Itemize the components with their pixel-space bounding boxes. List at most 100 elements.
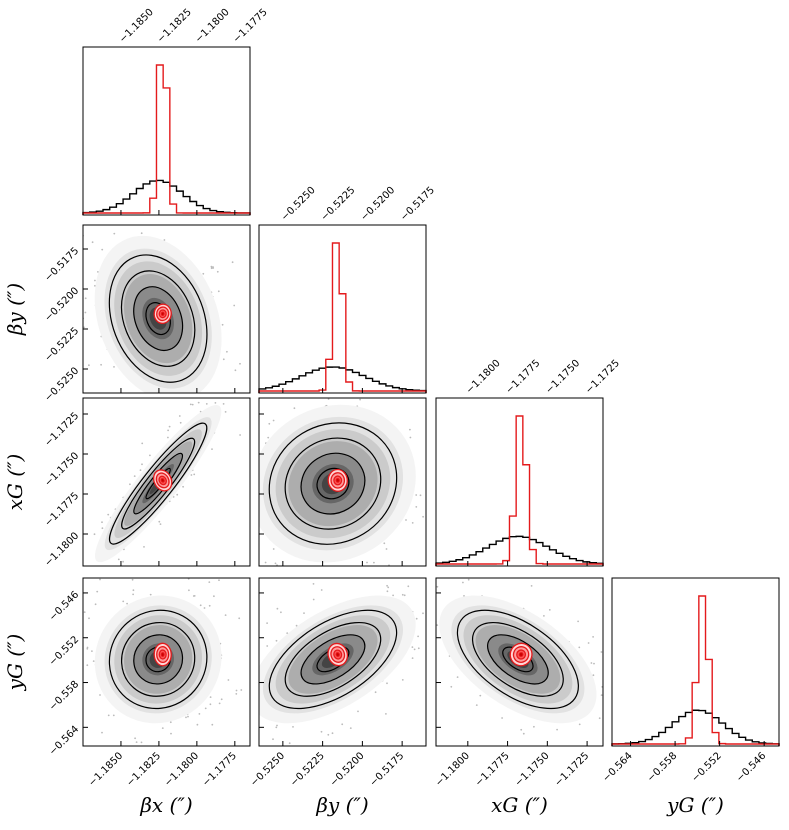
- scatter-point: [86, 664, 89, 667]
- scatter-point: [83, 326, 85, 329]
- scatter-point: [218, 715, 220, 717]
- scatter-point: [239, 362, 241, 365]
- scatter-point: [598, 717, 601, 720]
- scatter-point: [135, 741, 138, 743]
- scatter-point: [167, 429, 170, 432]
- scatter-point: [251, 566, 253, 568]
- histogram-red-by: [258, 242, 427, 393]
- scatter-point: [120, 413, 122, 415]
- x-tick-label: −1.1800: [464, 358, 502, 396]
- histogram-red-bx: [82, 64, 251, 215]
- scatter-point: [647, 725, 649, 727]
- scatter-point: [88, 617, 90, 620]
- scatter-point: [617, 677, 619, 679]
- scatter-point: [133, 475, 136, 477]
- scatter-point: [429, 650, 431, 652]
- scatter-point: [445, 454, 447, 456]
- scatter-point: [213, 595, 215, 598]
- scatter-point: [590, 662, 593, 664]
- scatter-point: [94, 279, 96, 282]
- scatter-point: [386, 590, 389, 593]
- scatter-point: [235, 693, 238, 695]
- scatter-point: [97, 271, 99, 273]
- scatter-point: [139, 469, 142, 471]
- scatter-point: [257, 443, 259, 445]
- scatter-point: [101, 527, 104, 530]
- panel-bx-by: [30, 219, 259, 445]
- scatter-point: [263, 575, 265, 577]
- scatter-point: [409, 436, 412, 439]
- scatter-point: [349, 569, 351, 571]
- scatter-point: [288, 742, 291, 745]
- panel-frame: [82, 577, 251, 747]
- scatter-point: [214, 711, 216, 713]
- scatter-point: [604, 672, 606, 674]
- scatter-point: [193, 485, 195, 487]
- scatter-point: [144, 219, 146, 221]
- y-tick-label: −0.5200: [43, 285, 81, 323]
- scatter-point: [167, 436, 169, 439]
- scatter-point: [587, 642, 590, 644]
- y-tick-label: −1.1800: [43, 530, 81, 568]
- scatter-point: [427, 661, 429, 663]
- scatter-point: [101, 248, 104, 251]
- scatter-point: [101, 731, 103, 734]
- panel-content: [30, 219, 259, 445]
- contour-black: [284, 437, 382, 530]
- x-tick-label: −1.1775: [504, 358, 542, 396]
- scatter-point: [405, 519, 407, 521]
- scatter-point: [93, 533, 96, 536]
- scatter-point: [417, 635, 419, 638]
- scatter-point: [208, 581, 211, 583]
- scatter-point: [320, 589, 323, 591]
- scatter-point: [252, 438, 254, 440]
- scatter-point: [254, 693, 256, 695]
- scatter-point: [205, 403, 208, 405]
- x-tick-label: −0.558: [645, 750, 679, 784]
- scatter-point: [644, 747, 646, 749]
- panel-content: [193, 381, 447, 577]
- scatter-point: [149, 454, 151, 457]
- scatter-point: [327, 398, 330, 400]
- contour-black: [108, 422, 208, 545]
- scatter-point: [266, 622, 268, 624]
- scatter-point: [135, 410, 137, 412]
- scatter-point: [577, 620, 579, 623]
- scatter-point: [140, 741, 143, 744]
- scatter-point: [188, 589, 190, 592]
- histogram-yG: [611, 577, 780, 747]
- x-tick-label: −0.546: [734, 750, 768, 784]
- contour-red: [518, 652, 524, 657]
- contour-black: [456, 609, 579, 710]
- scatter-point: [217, 290, 220, 293]
- scatter-point: [387, 586, 390, 589]
- scatter-point: [212, 395, 214, 397]
- scatter-point: [126, 602, 128, 605]
- x-tick-label: −0.5175: [399, 185, 437, 223]
- scatter-point: [226, 350, 228, 353]
- scatter-point: [96, 590, 99, 593]
- scatter-point: [320, 730, 323, 733]
- x-tick-label: −1.1775: [231, 7, 269, 45]
- scatter-point: [197, 770, 199, 772]
- scatter-point: [374, 691, 377, 694]
- scatter-point: [434, 501, 436, 503]
- histogram-bx: [82, 46, 251, 216]
- scatter-point: [81, 572, 83, 574]
- scatter-point: [113, 366, 115, 368]
- scatter-point: [410, 555, 412, 557]
- scatter-point: [132, 593, 135, 596]
- scatter-point: [238, 617, 241, 620]
- contour-black: [268, 609, 398, 710]
- scatter-point: [221, 323, 224, 326]
- scatter-point: [522, 732, 525, 735]
- scatter-point: [422, 612, 424, 615]
- scatter-point: [429, 381, 431, 383]
- scatter-point: [600, 694, 603, 696]
- scatter-point: [373, 561, 375, 564]
- scatter-point: [134, 737, 137, 740]
- scatter-point: [264, 561, 267, 564]
- scatter-point: [30, 222, 32, 224]
